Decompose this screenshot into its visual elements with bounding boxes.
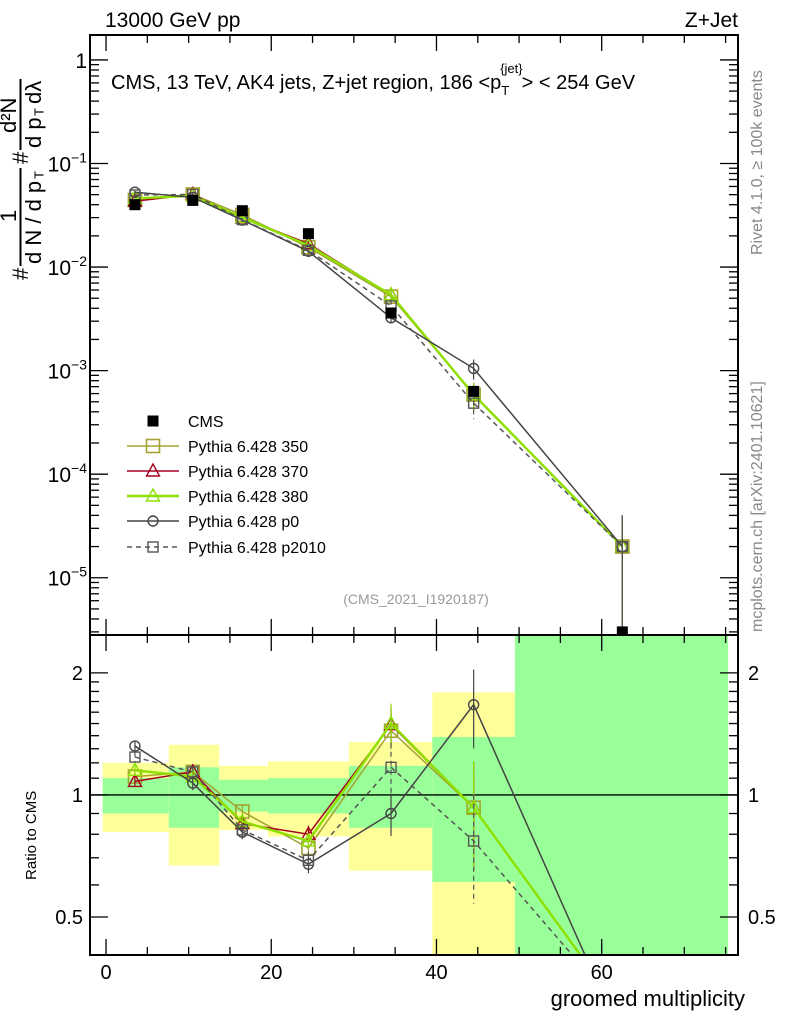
- cms-data-point: [616, 626, 628, 635]
- ratio-y-tick-label-right: 1: [748, 785, 759, 807]
- x-tick-label: 40: [425, 962, 447, 984]
- main-plot-data: [127, 186, 631, 635]
- ratio-point: [129, 740, 141, 752]
- side-text-lower: mcplots.cern.ch [arXiv:2401.10621]: [749, 381, 766, 632]
- legend-label: Pythia 6.428 380: [188, 489, 308, 506]
- legend-label: Pythia 6.428 350: [188, 439, 308, 456]
- data-point: [467, 362, 480, 375]
- legend: CMS Pythia 6.428 350 Pythia 6.428 370 Pythi…: [127, 414, 326, 557]
- side-text-upper: Rivet 4.1.0, ≥ 100k events: [749, 70, 766, 255]
- x-axis-label: groomed multiplicity: [551, 986, 745, 1011]
- legend-item: CMS: [147, 414, 224, 431]
- ratio-point: [129, 751, 141, 763]
- ratio-y-axis-label: Ratio to CMS: [23, 791, 40, 880]
- y-tick-label: 10−5: [48, 564, 88, 591]
- x-tick-label: 60: [591, 962, 613, 984]
- y-tick-label: 10−3: [48, 357, 88, 384]
- y-label-numerator-1: 1: [0, 210, 21, 222]
- ratio-point: [302, 854, 315, 866]
- cms-data-point: [468, 385, 480, 397]
- ratio-point: [187, 777, 199, 789]
- ratio-bands: [102, 635, 729, 955]
- legend-marker: [147, 415, 159, 427]
- y-label-hash-1: #: [8, 267, 33, 280]
- ratio-point: [467, 698, 480, 711]
- main-y-axis-label: # 1 d N / d p T # d²N d p T dλ: [0, 79, 47, 280]
- header-left: 13000 GeV pp: [105, 9, 240, 32]
- header-right: Z+Jet: [685, 9, 738, 32]
- y-tick-label: 1: [75, 50, 87, 73]
- y-label-denominator-1: d N / d p: [21, 181, 46, 264]
- y-label-hash-2: #: [8, 151, 33, 164]
- cms-data-point: [302, 228, 314, 240]
- ratio-y-tick-label-right: 2: [748, 663, 759, 685]
- axes: 0 20 40 60 1 10−1 10−2 10−3 10−4 10−5 0.5 0.5 1 1 2 2: [48, 34, 776, 984]
- ratio-y-tick-label: 0.5: [55, 907, 83, 929]
- plot-title: CMS, 13 TeV, AK4 jets, Z+jet region, 186…: [111, 61, 636, 98]
- ratio-y-tick-label: 2: [72, 663, 83, 685]
- ratio-y-tick-label-right: 0.5: [748, 907, 776, 929]
- x-tick-label: 20: [260, 962, 282, 984]
- legend-marker: [147, 515, 159, 527]
- y-label-subscript-2: T: [32, 108, 47, 116]
- ratio-plot-data: [90, 669, 738, 955]
- legend-item: Pythia 6.428 380: [127, 487, 308, 506]
- ratio-point: [385, 807, 397, 820]
- ratio-point: [465, 799, 482, 814]
- y-label-subscript-1: T: [32, 171, 47, 179]
- y-tick-label: 10−1: [48, 149, 88, 176]
- legend-label: Pythia 6.428 p0: [188, 514, 299, 531]
- legend-marker: [145, 438, 161, 454]
- cms-data-point: [385, 307, 397, 319]
- legend-label: Pythia 6.428 p2010: [188, 540, 326, 557]
- cms-data-point: [187, 194, 199, 206]
- legend-item: Pythia 6.428 p0: [127, 514, 299, 531]
- legend-label: Pythia 6.428 370: [188, 464, 308, 481]
- ratio-point: [187, 766, 199, 778]
- ratio-band-inner: [102, 778, 169, 814]
- cms-data-point: [129, 199, 141, 211]
- ratio-band-inner: [219, 779, 268, 812]
- ratio-point: [385, 761, 397, 774]
- legend-marker: [145, 487, 161, 502]
- y-tick-label: 10−4: [48, 460, 88, 487]
- y-tick-label: 10−2: [48, 253, 88, 280]
- legend-marker: [145, 462, 161, 477]
- ratio-point: [467, 835, 480, 847]
- ratio-point: [300, 832, 317, 847]
- y-label-denominator-2: d p: [21, 117, 46, 148]
- legend-item: Pythia 6.428 370: [127, 462, 308, 481]
- ratio-y-tick-label: 1: [72, 785, 83, 807]
- y-label-lambda: dλ: [21, 81, 46, 104]
- ratio-point: [127, 761, 143, 777]
- analysis-annotation: (CMS_2021_I1920187): [343, 591, 489, 607]
- x-tick-label: 0: [100, 962, 111, 984]
- legend-marker: [147, 541, 159, 553]
- legend-label: CMS: [188, 414, 224, 431]
- data-point: [467, 397, 480, 409]
- ratio-band-inner: [514, 635, 729, 955]
- ratio-point: [127, 772, 143, 788]
- ratio-point: [236, 824, 249, 836]
- legend-item: Pythia 6.428 p2010: [127, 540, 326, 557]
- y-label-numerator-2: d²N: [0, 98, 21, 133]
- data-point: [302, 244, 315, 257]
- data-point: [616, 540, 629, 553]
- legend-item: Pythia 6.428 350: [127, 438, 308, 456]
- ratio-point: [383, 715, 399, 730]
- ratio-band-inner: [267, 778, 349, 814]
- cms-data-point: [236, 205, 248, 217]
